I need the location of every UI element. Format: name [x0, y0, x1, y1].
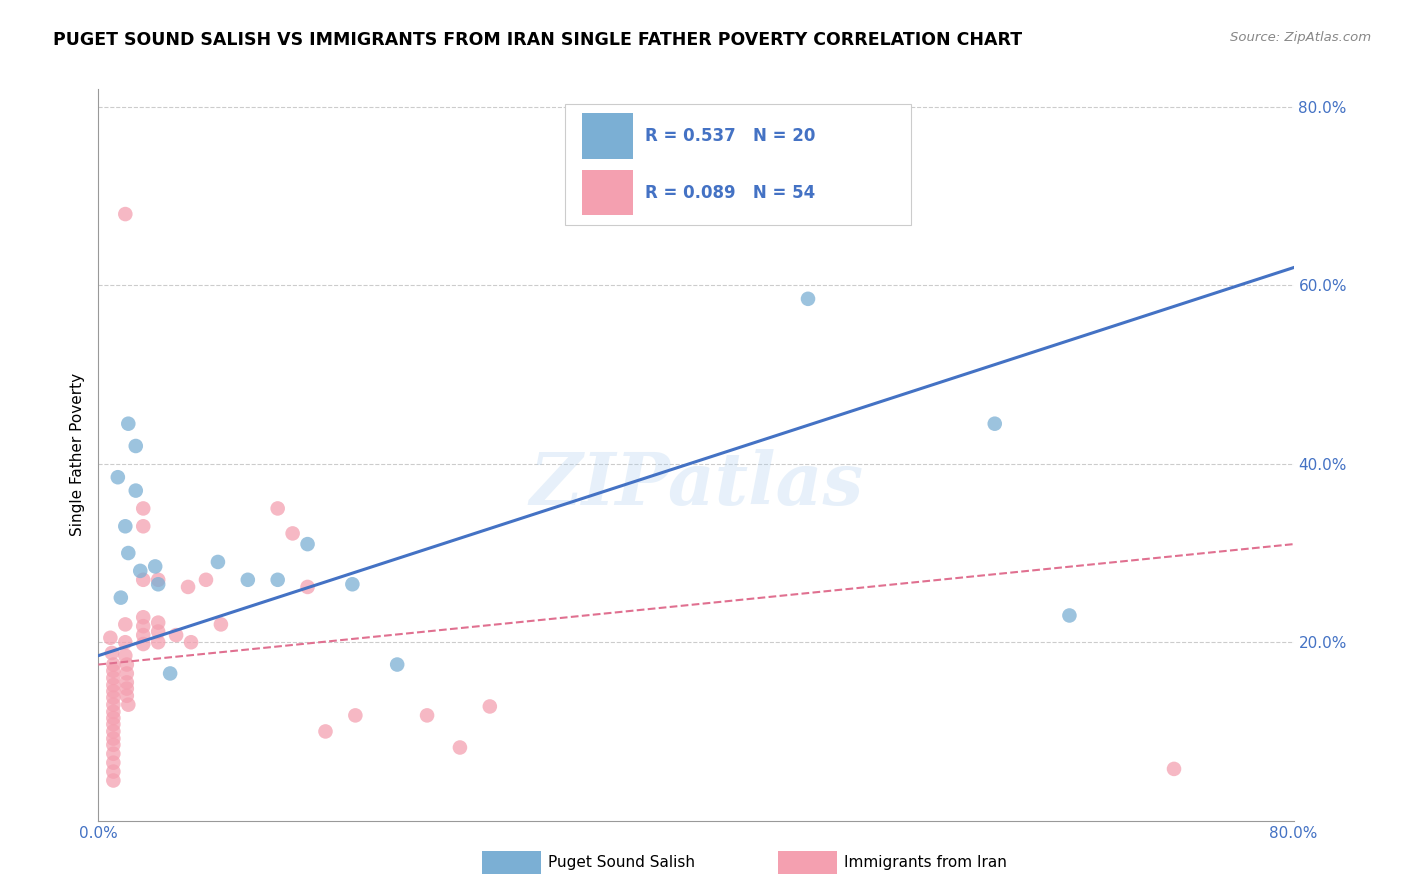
Text: R = 0.089   N = 54: R = 0.089 N = 54 — [644, 184, 815, 202]
Point — [132, 628, 155, 642]
Point — [148, 573, 170, 587]
Point — [103, 764, 125, 779]
Point — [103, 690, 125, 705]
Point — [103, 747, 125, 761]
Point — [267, 573, 290, 587]
Point — [103, 678, 125, 692]
Point — [797, 292, 820, 306]
Point — [103, 756, 125, 770]
Point — [385, 657, 409, 672]
Point — [117, 698, 139, 712]
Point — [984, 417, 1007, 431]
Point — [114, 519, 136, 533]
Point — [103, 738, 125, 752]
Point — [207, 555, 229, 569]
Point — [159, 666, 181, 681]
Point — [115, 657, 138, 672]
Point — [132, 501, 155, 516]
Point — [114, 207, 136, 221]
Point — [132, 619, 155, 633]
Point — [132, 637, 155, 651]
Point — [165, 628, 187, 642]
Point — [103, 717, 125, 731]
Point — [101, 646, 124, 660]
FancyBboxPatch shape — [582, 169, 633, 215]
Point — [297, 537, 319, 551]
Point — [115, 675, 138, 690]
Point — [103, 671, 125, 685]
Point — [236, 573, 259, 587]
Point — [103, 705, 125, 719]
Point — [478, 699, 501, 714]
Point — [416, 708, 439, 723]
Point — [177, 580, 200, 594]
Text: Source: ZipAtlas.com: Source: ZipAtlas.com — [1230, 31, 1371, 45]
Point — [132, 573, 155, 587]
Point — [132, 610, 155, 624]
Point — [103, 773, 125, 788]
FancyBboxPatch shape — [582, 113, 633, 159]
Point — [129, 564, 152, 578]
Point — [148, 577, 170, 591]
Point — [103, 731, 125, 746]
Point — [297, 580, 319, 594]
Point — [103, 724, 125, 739]
Text: PUGET SOUND SALISH VS IMMIGRANTS FROM IRAN SINGLE FATHER POVERTY CORRELATION CHA: PUGET SOUND SALISH VS IMMIGRANTS FROM IR… — [53, 31, 1022, 49]
Point — [315, 724, 337, 739]
Point — [1163, 762, 1185, 776]
Point — [125, 439, 148, 453]
Point — [117, 546, 139, 560]
Point — [115, 666, 138, 681]
Point — [115, 689, 138, 703]
Point — [132, 519, 155, 533]
Point — [148, 615, 170, 630]
Y-axis label: Single Father Poverty: Single Father Poverty — [69, 374, 84, 536]
Point — [180, 635, 202, 649]
Point — [267, 501, 290, 516]
Point — [103, 698, 125, 712]
Point — [114, 617, 136, 632]
Point — [125, 483, 148, 498]
Point — [143, 559, 166, 574]
Text: R = 0.537   N = 20: R = 0.537 N = 20 — [644, 127, 815, 145]
Point — [1059, 608, 1081, 623]
Point — [107, 470, 129, 484]
Point — [449, 740, 471, 755]
Point — [342, 577, 364, 591]
Point — [114, 635, 136, 649]
Text: Immigrants from Iran: Immigrants from Iran — [844, 855, 1007, 870]
Point — [281, 526, 304, 541]
Point — [103, 684, 125, 698]
Point — [114, 648, 136, 663]
Point — [98, 631, 122, 645]
Point — [103, 711, 125, 725]
Point — [115, 681, 138, 696]
Point — [209, 617, 232, 632]
Point — [103, 664, 125, 678]
Point — [195, 573, 218, 587]
Point — [117, 417, 139, 431]
Point — [148, 624, 170, 639]
Point — [110, 591, 132, 605]
Text: Puget Sound Salish: Puget Sound Salish — [548, 855, 696, 870]
Text: ZIPatlas: ZIPatlas — [529, 449, 863, 520]
Point — [103, 657, 125, 672]
Point — [148, 635, 170, 649]
Point — [344, 708, 367, 723]
FancyBboxPatch shape — [565, 103, 911, 225]
